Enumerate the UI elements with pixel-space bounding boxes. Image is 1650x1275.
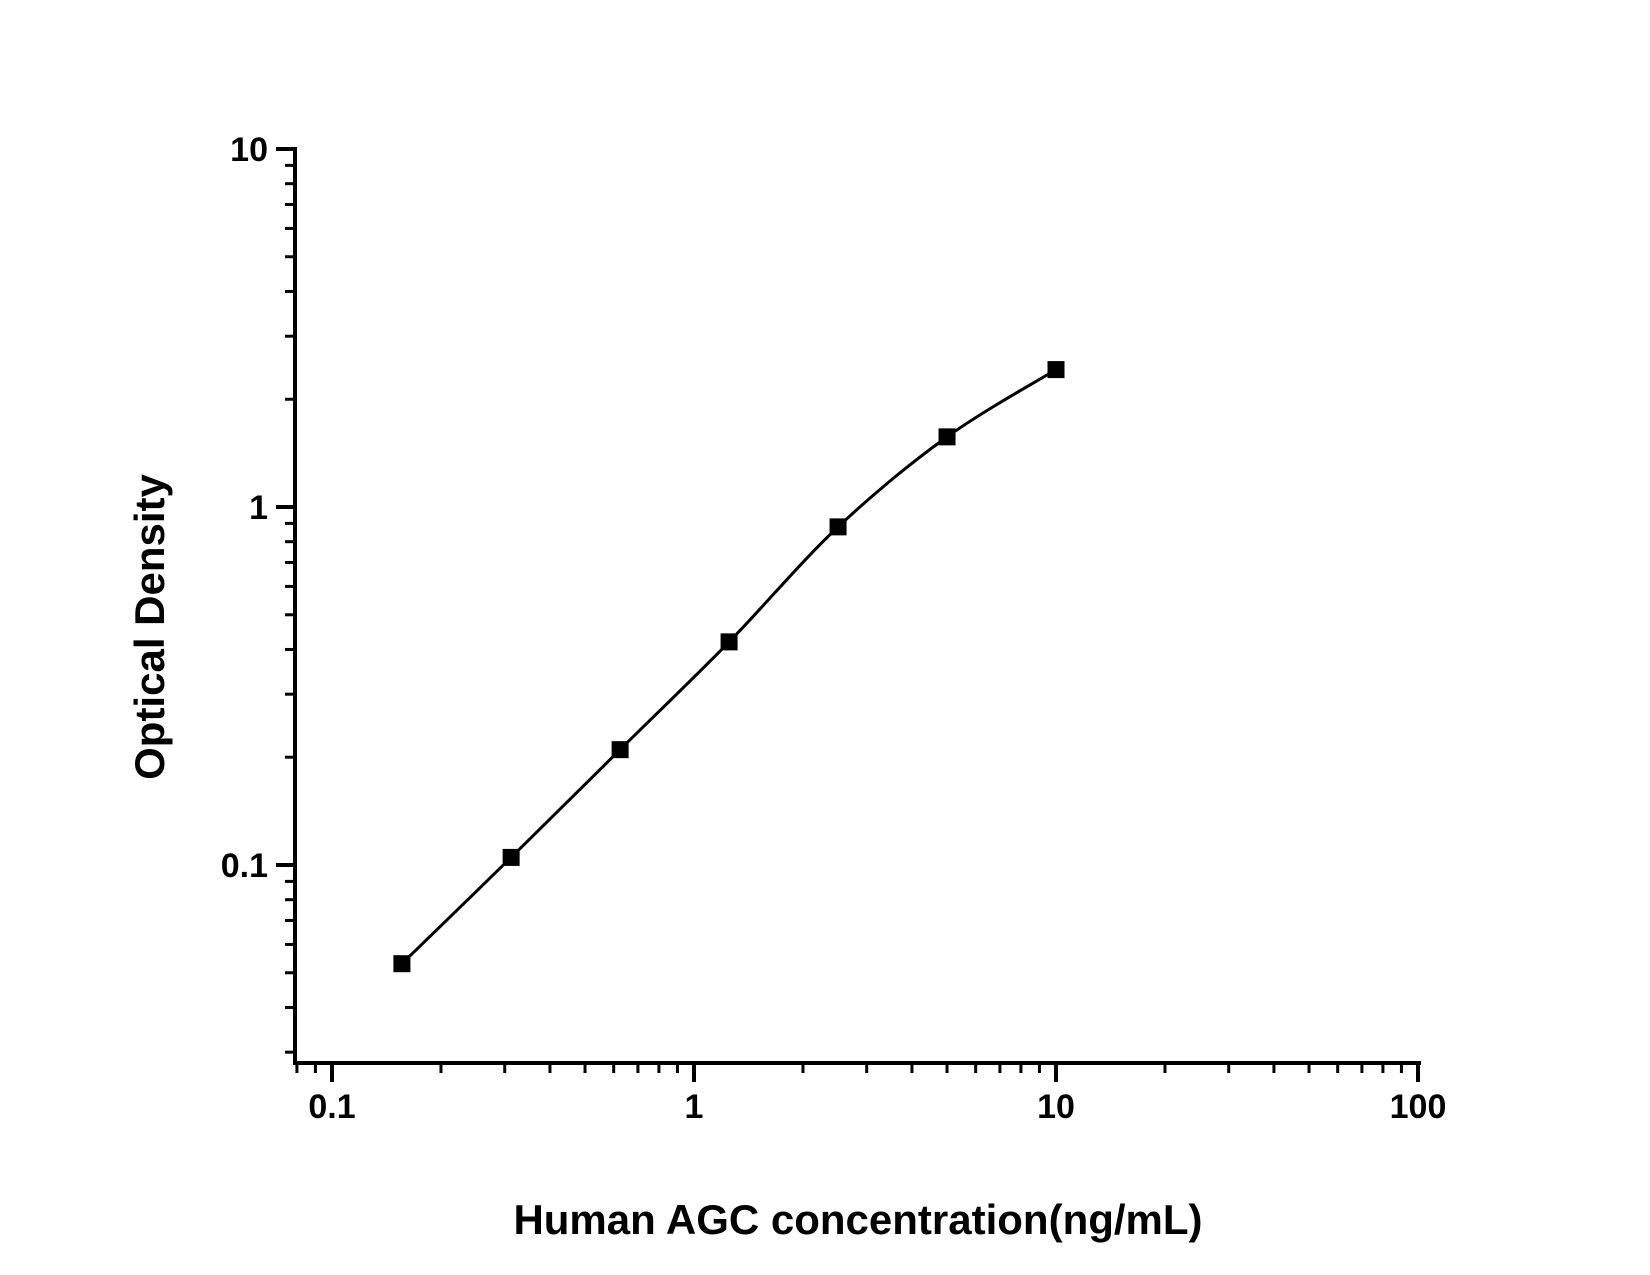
data-point-marker bbox=[829, 518, 847, 536]
data-point-marker bbox=[393, 955, 411, 973]
fit-curve bbox=[400, 368, 1057, 965]
y-tick-label: 0.1 bbox=[221, 847, 268, 885]
data-point-marker bbox=[938, 428, 956, 446]
x-tick-label: 0.1 bbox=[308, 1088, 355, 1126]
data-point-marker bbox=[611, 741, 629, 759]
data-point-marker bbox=[502, 848, 520, 866]
data-point-marker bbox=[1047, 361, 1065, 379]
y-tick-label: 1 bbox=[249, 489, 268, 527]
y-tick-label: 10 bbox=[230, 131, 268, 169]
data-point-marker bbox=[720, 633, 738, 651]
y-axis-title: Optical Density bbox=[126, 474, 173, 780]
x-tick-label: 1 bbox=[685, 1088, 704, 1126]
x-axis-title: Human AGC concentration(ng/mL) bbox=[513, 1196, 1203, 1243]
x-tick-label: 10 bbox=[1037, 1088, 1075, 1126]
x-tick-label: 100 bbox=[1390, 1088, 1447, 1126]
